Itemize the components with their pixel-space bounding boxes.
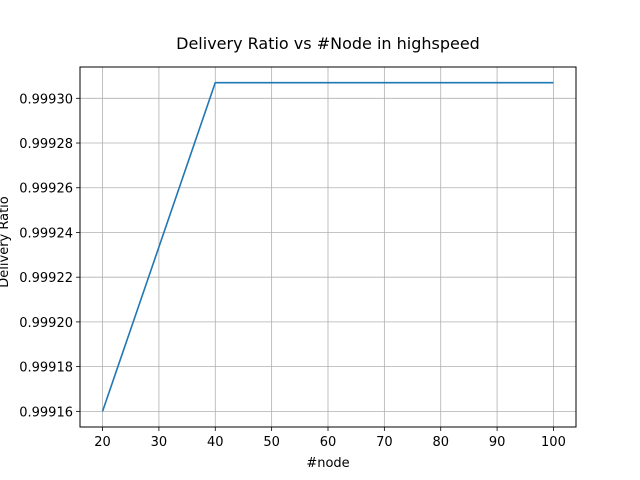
x-tick-label: 80 (432, 435, 449, 450)
y-tick-label: 0.99916 (19, 405, 73, 420)
y-tick-label: 0.99920 (19, 316, 73, 331)
y-tick-label: 0.99918 (19, 361, 73, 376)
x-tick-label: 50 (263, 435, 280, 450)
y-tick-label: 0.99924 (19, 226, 73, 241)
y-axis: 0.99916 0.99918 0.99920 0.99922 0.99924 0.999… (19, 92, 80, 420)
y-axis-label: Delivery Ratio (0, 196, 12, 288)
y-tick-label: 0.99930 (19, 92, 73, 107)
y-tick-label: 0.99928 (19, 137, 73, 152)
y-tick-label: 0.99922 (19, 271, 73, 286)
x-tick-label: 40 (207, 435, 224, 450)
grid (80, 67, 576, 427)
series-layer (101, 81, 554, 412)
y-tick-label: 0.99926 (19, 182, 73, 197)
x-tick-label: 70 (376, 435, 393, 450)
x-axis-label: #node (306, 456, 349, 471)
x-axis: 20 30 40 50 60 70 80 90 100 (94, 427, 566, 450)
x-tick-label: 90 (489, 435, 506, 450)
series-line (101, 81, 554, 412)
x-tick-label: 60 (320, 435, 337, 450)
x-tick-label: 100 (541, 435, 566, 450)
x-tick-label: 20 (94, 435, 111, 450)
chart-title: Delivery Ratio vs #Node in highspeed (176, 34, 480, 53)
x-tick-label: 30 (151, 435, 168, 450)
